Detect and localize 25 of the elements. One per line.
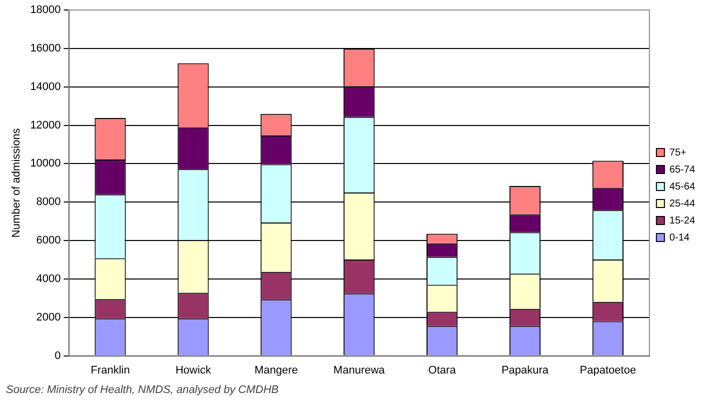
y-tick-label: 14000 [30, 80, 61, 93]
x-tick-label: Papakura [501, 364, 550, 376]
y-axis-title: Number of admissions [10, 128, 23, 238]
legend-label: 25-44 [669, 198, 696, 210]
legend-label: 65-74 [669, 164, 696, 176]
legend-label: 15-24 [669, 215, 696, 226]
y-tick-label: 16000 [30, 42, 61, 54]
legend-label: 75+ [669, 147, 687, 158]
x-tick-label: Manurewa [333, 364, 386, 376]
y-tick-label: 4000 [36, 272, 61, 285]
y-tick-label: 0 [54, 350, 61, 362]
x-tick-label: Franklin [90, 364, 130, 376]
x-tick-label: Howick [175, 364, 212, 376]
y-tick-label: 18000 [30, 4, 61, 16]
x-tick-label: Papatoetoe [580, 364, 636, 376]
source-note: Source: Ministry of Health, NMDS, analysed by CMDHB [6, 384, 279, 396]
y-tick-label: 10000 [30, 158, 61, 170]
y-tick-label: 2000 [36, 311, 61, 324]
y-tick-label: 12000 [30, 119, 61, 132]
legend-label: 0-14 [669, 232, 690, 244]
y-tick-label: 6000 [36, 234, 61, 247]
x-tick-label: Mangere [254, 364, 298, 376]
legend-label: 45-64 [669, 181, 696, 192]
x-tick-label: Otara [428, 364, 457, 376]
y-tick-label: 8000 [36, 196, 61, 208]
